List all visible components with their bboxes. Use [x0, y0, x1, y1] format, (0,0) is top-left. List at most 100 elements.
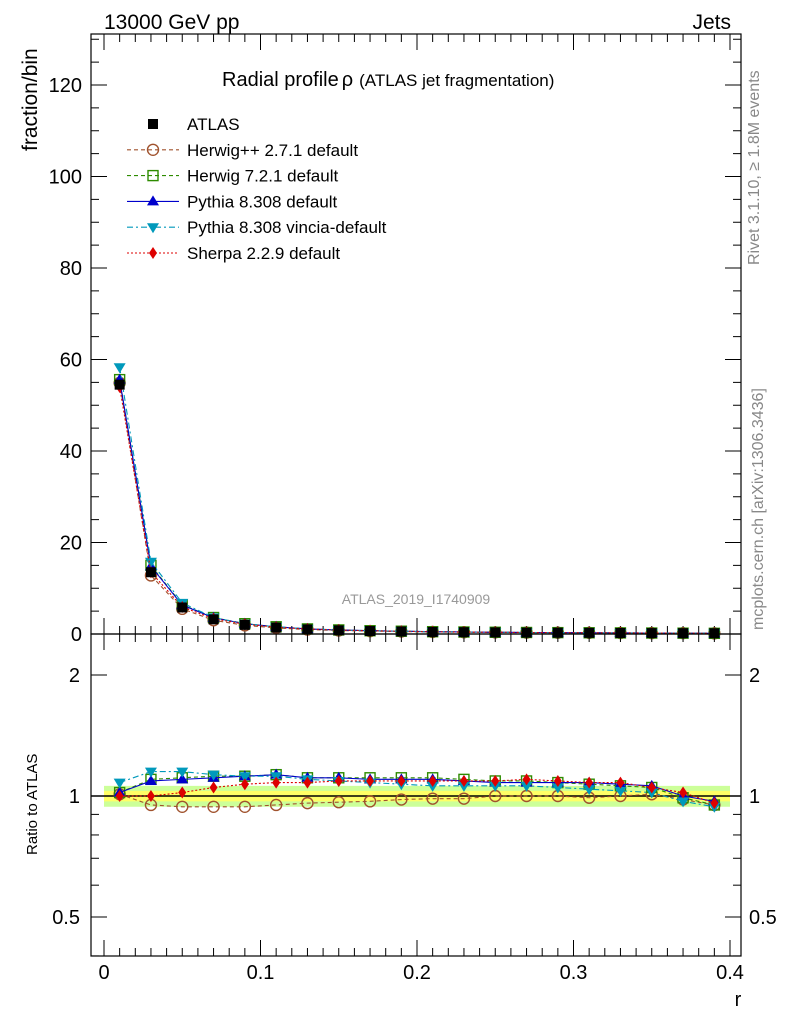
x-tick-label: 0.2	[403, 962, 431, 984]
y-tick-label: 40	[60, 441, 82, 463]
legend-item: Herwig++ 2.7.1 default	[127, 141, 358, 160]
ratio-data-point	[397, 774, 406, 787]
ratio-data-point	[553, 774, 562, 787]
ratio-data-point	[209, 781, 218, 794]
y-tick-label: 20	[60, 533, 82, 555]
legend-label: ATLAS	[187, 115, 240, 134]
header-process: Jets	[692, 11, 731, 34]
ratio-data-point	[178, 786, 187, 799]
legend-marker	[147, 195, 159, 206]
ratio-data-point	[176, 767, 189, 778]
ratio-series-line	[119, 774, 715, 802]
data-point	[584, 627, 595, 638]
ratio-data-point	[113, 778, 126, 789]
data-point	[114, 379, 125, 390]
ratio-series-sherpa-2-2-9-default	[115, 773, 719, 810]
data-point	[113, 363, 126, 374]
data-point	[678, 628, 689, 639]
ratio-data-point	[459, 774, 468, 787]
ratio-series-line	[119, 771, 715, 808]
data-point	[490, 627, 501, 638]
data-point	[177, 602, 188, 613]
ratio-data-point	[146, 790, 155, 802]
data-point	[144, 557, 157, 568]
ratio-data-point	[366, 774, 375, 787]
data-point	[458, 627, 469, 638]
legend-label: Pythia 8.308 vincia-default	[187, 218, 387, 237]
data-point	[396, 626, 407, 637]
ratio-data-point	[395, 793, 408, 806]
legend-marker	[147, 223, 159, 234]
ratio-series-line	[119, 778, 715, 804]
series-line	[119, 386, 715, 634]
legend-label: Herwig 7.2.1 default	[187, 167, 338, 186]
data-point	[302, 624, 313, 635]
ratio-frame	[90, 633, 742, 957]
legend-marker	[149, 247, 157, 259]
ratio-ylabel: Ratio to ATLAS	[24, 754, 41, 855]
ratio-data-point	[363, 795, 377, 808]
y-tick-label: 80	[60, 258, 82, 280]
ratio-data-point	[679, 786, 688, 799]
ratio-data-point	[677, 797, 690, 808]
legend-label: Sherpa 2.2.9 default	[187, 244, 340, 263]
y-tick-label: 100	[49, 167, 82, 189]
legend-item: Herwig 7.2.1 default	[127, 167, 338, 186]
ratio-data-point	[426, 792, 439, 805]
y-tick-label: 0	[71, 624, 82, 646]
data-point	[145, 567, 156, 578]
ratio-data-point	[176, 773, 189, 784]
ratio-y-tick-label: 0.5	[52, 907, 80, 929]
ratio-data-point	[332, 796, 345, 809]
ratio-xlabel: r	[735, 989, 742, 1011]
x-tick-label: 0.4	[716, 962, 744, 984]
ratio-data-point	[647, 781, 656, 794]
series-atlas	[114, 379, 720, 639]
ratio-data-point	[551, 783, 564, 794]
ratio-data-point	[144, 767, 157, 778]
ratio-data-point	[616, 776, 625, 789]
ratio-data-point	[238, 772, 251, 783]
y-tick-label: 60	[60, 350, 82, 372]
legend-label: Herwig++ 2.7.1 default	[187, 141, 358, 160]
ratio-panel: 0.5 0.5 1 1 2 2 0 0.1 0.2 0.3 0.4	[52, 633, 777, 984]
ratio-data-point	[585, 776, 594, 789]
ratio-data-point	[491, 774, 500, 787]
data-point	[333, 625, 344, 636]
ratio-y-tick-label-right: 2	[749, 665, 760, 687]
x-tick-label: 0.1	[247, 962, 275, 984]
ratio-data-point	[303, 776, 312, 789]
data-point	[427, 626, 438, 637]
ratio-data-point	[238, 800, 252, 814]
ratio-data-point	[583, 785, 596, 796]
legend-item: Pythia 8.308 vincia-default	[127, 218, 387, 237]
ratio-data-point	[614, 786, 627, 797]
legend-item: Pythia 8.308 default	[127, 192, 338, 211]
legend-marker	[148, 119, 158, 129]
ratio-y-tick-label: 2	[69, 665, 80, 687]
plot-title-sub: (ATLAS jet fragmentation)	[359, 71, 554, 90]
ratio-data-point	[272, 776, 281, 789]
x-tick-label: 0	[98, 962, 109, 984]
ratio-data-point	[710, 797, 719, 810]
legend-marker	[146, 143, 160, 157]
ratio-y-tick-label: 1	[69, 786, 80, 808]
data-point	[646, 628, 657, 639]
ratio-y-tick-label-right: 1	[749, 786, 760, 808]
plot-title-symbol: ρ	[342, 69, 353, 91]
analysis-watermark: ATLAS_2019_I1740909	[342, 591, 491, 607]
legend-item: Sherpa 2.2.9 default	[127, 244, 340, 263]
data-point	[552, 627, 563, 638]
data-point	[271, 622, 282, 633]
ratio-data-point	[301, 796, 314, 810]
rivet-label: Rivet 3.1.10, ≥ 1.8M events	[746, 70, 763, 265]
header-energy: 13000 GeV pp	[104, 11, 239, 34]
ratio-data-point	[520, 781, 533, 792]
data-point	[615, 627, 626, 638]
ratio-data-point	[115, 790, 124, 802]
plot-title-main: Radial profile	[222, 69, 339, 91]
legend-item: ATLAS	[148, 115, 240, 134]
ratio-data-point	[269, 798, 283, 812]
plot-title: Radial profile ρ (ATLAS jet fragmentation)	[222, 69, 554, 91]
